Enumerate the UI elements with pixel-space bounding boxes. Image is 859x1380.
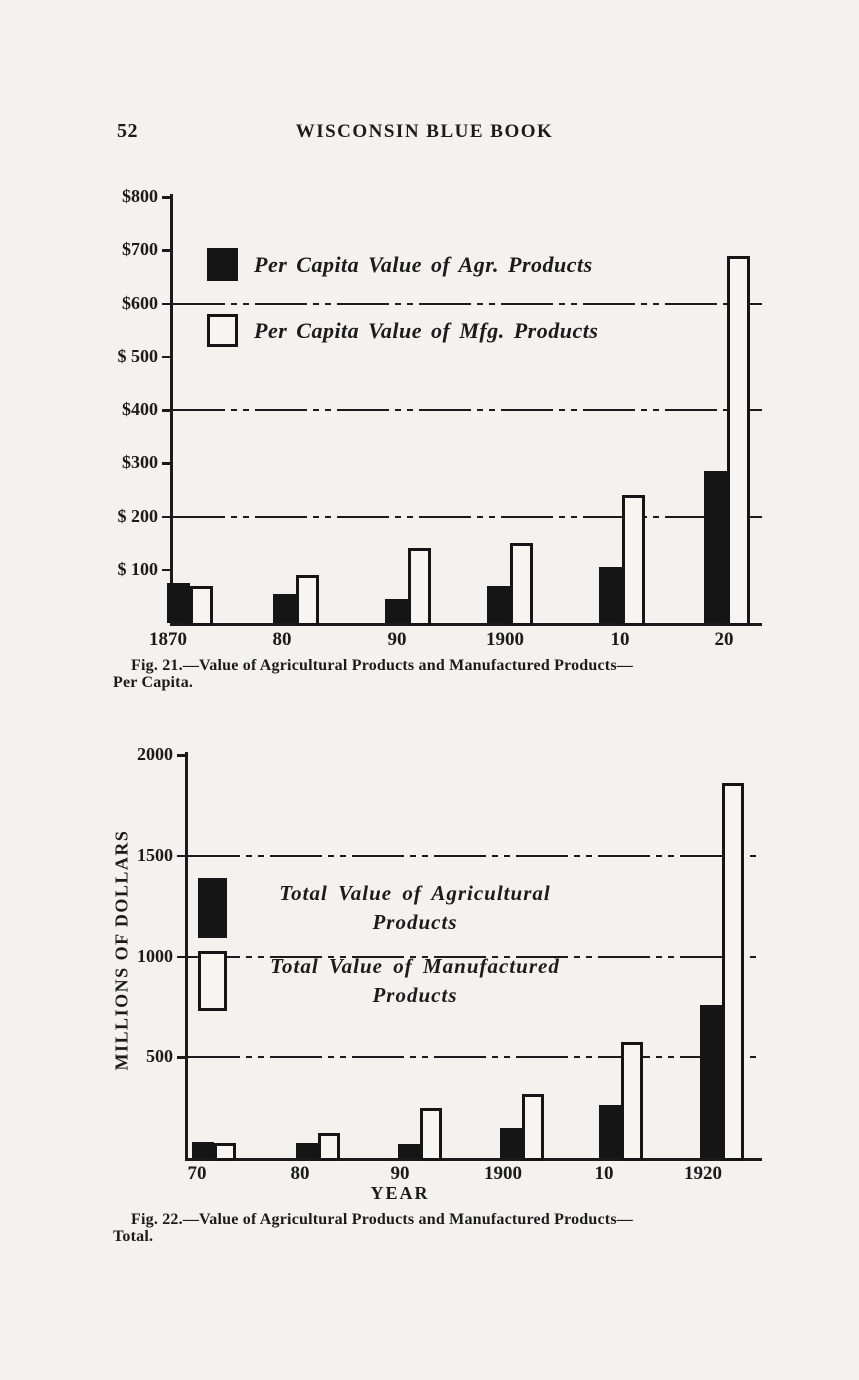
- gridline: [188, 1056, 762, 1059]
- gridline: [173, 302, 762, 305]
- agricultural-products-bar: [192, 1141, 214, 1158]
- x-axis-tick-label: 1870: [149, 629, 187, 650]
- agricultural-products-bar: [385, 599, 408, 623]
- x-axis-tick-label: 90: [387, 629, 407, 650]
- y-axis-tick: [162, 249, 171, 252]
- gridline: [173, 515, 762, 518]
- agr-products-swatch-icon: [198, 878, 227, 938]
- y-axis-tick: [162, 196, 171, 199]
- agricultural-products-bar: [500, 1127, 522, 1158]
- agricultural-products-bar: [273, 593, 296, 623]
- fig22-x-axis-title: YEAR: [370, 1183, 430, 1203]
- y-axis-tick-label: $400: [122, 399, 158, 419]
- x-axis-tick-label: 80: [290, 1163, 310, 1184]
- y-axis-line: [170, 194, 173, 626]
- agricultural-products-bar: [599, 1104, 621, 1158]
- fig21-legend-mfg-label: Per Capita Value of Mfg. Products: [254, 317, 599, 343]
- mfg-products-swatch-icon: [207, 314, 238, 347]
- fig21-caption-line1: Fig. 21.—Value of Agricultural Products …: [131, 657, 633, 674]
- y-axis-tick-label: $ 200: [117, 505, 159, 526]
- x-axis-tick-label: 10: [610, 629, 630, 650]
- manufactured-products-bar: [420, 1107, 442, 1161]
- fig22-legend-agr-label: Total Value of Agricultural Products: [279, 881, 551, 934]
- x-axis-tick-label: 1900: [484, 1163, 522, 1184]
- fig22-legend-mfg-label: Total Value of Manufactured Products: [270, 954, 560, 1007]
- agricultural-products-bar: [296, 1142, 318, 1158]
- y-axis-tick: [162, 409, 171, 412]
- y-axis-tick-label: 500: [146, 1046, 173, 1067]
- y-axis-tick-label: 1000: [137, 945, 173, 966]
- x-axis-line: [185, 1158, 762, 1161]
- manufactured-products-bar: [722, 783, 744, 1161]
- fig22-y-axis-title: MILLIONS OF DOLLARS: [111, 829, 132, 1071]
- y-axis-tick-label: $ 500: [117, 345, 159, 366]
- y-axis-tick: [162, 568, 171, 572]
- y-axis-tick: [177, 854, 186, 858]
- page-header: 52 WISCONSIN BLUE BOOK: [0, 120, 859, 146]
- manufactured-products-bar: [510, 543, 533, 626]
- agr-products-swatch-icon: [207, 248, 238, 281]
- fig21-legend-agr-label: Per Capita Value of Agr. Products: [254, 251, 593, 277]
- y-axis-tick-label: 1500: [137, 844, 173, 865]
- x-axis-line: [170, 623, 762, 626]
- x-axis-tick-label: 20: [714, 629, 734, 650]
- fig22-caption: Fig. 22.—Value of Agricultural Products …: [113, 1211, 803, 1245]
- agricultural-products-bar: [700, 1004, 722, 1158]
- agricultural-products-bar: [599, 567, 622, 623]
- gridline: [173, 409, 762, 411]
- x-axis-tick-label: 90: [390, 1163, 410, 1184]
- x-axis-tick-label: 1900: [486, 629, 524, 650]
- y-axis-tick-label: $700: [122, 239, 158, 260]
- gridline: [188, 955, 762, 958]
- y-axis-tick-label: $600: [122, 292, 158, 313]
- y-axis-tick: [162, 355, 171, 359]
- x-axis-tick-label: 80: [272, 629, 292, 650]
- x-axis-tick-label: 1920: [684, 1163, 722, 1184]
- fig21-caption: Fig. 21.—Value of Agricultural Products …: [113, 657, 803, 691]
- fig21-caption-line2: Per Capita.: [113, 674, 194, 691]
- fig22-caption-line2: Total.: [113, 1228, 154, 1245]
- y-axis-tick-label: $300: [122, 452, 158, 473]
- y-axis-tick-label: $ 100: [117, 558, 159, 579]
- gridline: [188, 854, 762, 857]
- y-axis-tick-label: $800: [122, 186, 158, 206]
- y-axis-tick-label: 2000: [137, 744, 173, 764]
- mfg-products-swatch-icon: [198, 951, 227, 1011]
- manufactured-products-bar: [408, 548, 431, 626]
- x-axis-tick-label: 70: [187, 1163, 207, 1184]
- y-axis-tick: [177, 754, 186, 757]
- fig22-caption-line1: Fig. 22.—Value of Agricultural Products …: [131, 1211, 633, 1228]
- agricultural-products-bar: [704, 471, 727, 623]
- manufactured-products-bar: [296, 575, 319, 626]
- agricultural-products-bar: [487, 585, 510, 623]
- manufactured-products-bar: [622, 495, 645, 626]
- x-axis-tick-label: 10: [594, 1163, 614, 1184]
- manufactured-products-bar: [727, 255, 750, 626]
- fig21-legend-agr-row: Per Capita Value of Agr. Products: [207, 248, 593, 281]
- y-axis-tick: [162, 302, 171, 305]
- manufactured-products-bar: [318, 1132, 340, 1161]
- agricultural-products-bar: [398, 1143, 420, 1158]
- fig22-legend-agr-row: Total Value of Agricultural Products: [198, 878, 594, 938]
- manufactured-products-bar: [214, 1142, 236, 1161]
- y-axis-tick: [162, 462, 171, 465]
- manufactured-products-bar: [621, 1042, 643, 1161]
- y-axis-tick: [177, 955, 186, 958]
- agricultural-products-bar: [167, 583, 190, 623]
- y-axis-tick: [162, 515, 171, 518]
- page-number: 52: [117, 120, 138, 142]
- fig21-legend-mfg-row: Per Capita Value of Mfg. Products: [207, 314, 598, 347]
- manufactured-products-bar: [190, 585, 213, 626]
- fig22-legend-mfg-row: Total Value of Manufactured Products: [198, 951, 594, 1011]
- y-axis-tick: [177, 1056, 186, 1059]
- book-title: WISCONSIN BLUE BOOK: [295, 121, 554, 142]
- manufactured-products-bar: [522, 1093, 544, 1161]
- y-axis-line: [185, 752, 188, 1161]
